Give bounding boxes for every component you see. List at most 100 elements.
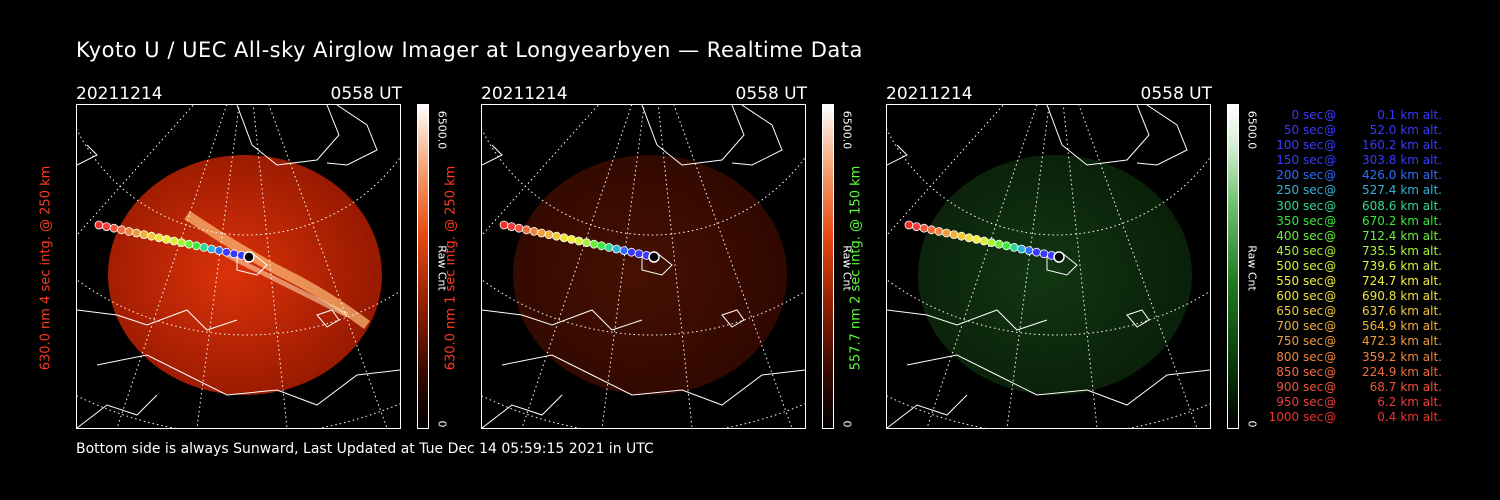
legend-time: 650 sec <box>1276 304 1324 319</box>
legend-unit: km alt. <box>1400 304 1442 319</box>
legend-unit: km alt. <box>1400 243 1442 258</box>
legend-alt: 303.8 <box>1361 153 1397 168</box>
trajectory-point <box>507 222 516 231</box>
trajectory-point <box>634 249 644 259</box>
legend-unit: km alt. <box>1400 168 1442 183</box>
legend-time: 450 sec <box>1276 243 1324 258</box>
trajectory-point <box>177 238 186 248</box>
legend-time: 700 sec <box>1276 319 1324 334</box>
trajectory-point <box>124 227 134 236</box>
legend-alt: 608.6 <box>1361 198 1397 213</box>
legend-alt: 735.5 <box>1361 243 1397 258</box>
legend-at: @ <box>1324 243 1337 258</box>
trajectory-point <box>139 230 149 240</box>
trajectory-point <box>229 249 239 259</box>
legend-at: @ <box>1324 153 1337 168</box>
legend-time: 250 sec <box>1276 183 1324 198</box>
legend-unit: km alt. <box>1400 213 1442 228</box>
legend-at: @ <box>1324 183 1337 198</box>
legend-unit: km alt. <box>1400 138 1442 153</box>
legend-at: @ <box>1324 289 1337 304</box>
legend-unit: km alt. <box>1400 289 1442 304</box>
panel-date: 20211214 <box>481 84 568 104</box>
legend-unit: km alt. <box>1400 274 1442 289</box>
trajectory-legend: 0 sec @ 0.1 km alt. 50 sec @ 52.0 km alt… <box>1262 108 1442 425</box>
legend-alt: 739.6 <box>1361 258 1397 273</box>
colorbar <box>822 104 834 429</box>
panel-date: 20211214 <box>886 84 973 104</box>
launch-site-marker <box>648 251 660 263</box>
legend-alt: 472.3 <box>1361 334 1397 349</box>
legend-unit: km alt. <box>1400 228 1442 243</box>
trajectory-point <box>117 225 126 235</box>
trajectory-point <box>1002 241 1011 251</box>
legend-time: 0 sec <box>1291 108 1324 122</box>
legend-row: 950 sec @ 6.2 km alt. <box>1262 395 1442 410</box>
coastlines <box>887 105 1210 428</box>
aurora-arc <box>225 252 349 318</box>
colorbar <box>1227 104 1239 429</box>
trajectory-point <box>574 236 584 246</box>
legend-time: 900 sec <box>1276 379 1324 394</box>
legend-unit: km alt. <box>1400 123 1442 138</box>
imager-panel-2: 20211214 0558 UT <box>444 84 881 434</box>
trajectory-point <box>94 220 104 230</box>
legend-alt: 670.2 <box>1361 213 1397 228</box>
legend-at: @ <box>1324 319 1337 334</box>
legend-row: 800 sec @ 359.2 km alt. <box>1262 350 1442 365</box>
legend-row: 1000 sec @ 0.4 km alt. <box>1262 410 1442 425</box>
trajectory-point <box>544 230 554 240</box>
legend-alt: 52.0 <box>1369 123 1397 138</box>
legend-alt: 690.8 <box>1361 289 1397 304</box>
legend-unit: km alt. <box>1400 198 1442 213</box>
imager-panel-3: 20211214 0558 UT <box>849 84 1286 434</box>
legend-time: 800 sec <box>1276 349 1324 364</box>
legend-at: @ <box>1324 334 1337 349</box>
legend-at: @ <box>1324 138 1337 153</box>
legend-row: 100 sec @ 160.2 km alt. <box>1262 138 1442 153</box>
legend-alt: 426.0 <box>1361 168 1397 183</box>
legend-unit: km alt. <box>1400 153 1442 168</box>
legend-row: 600 sec @ 690.8 km alt. <box>1262 289 1442 304</box>
legend-time: 1000 sec <box>1268 409 1324 424</box>
legend-unit: km alt. <box>1400 183 1442 198</box>
trajectory-point <box>1039 249 1049 259</box>
legend-row: 250 sec @ 527.4 km alt. <box>1262 183 1442 198</box>
legend-alt: 68.7 <box>1369 379 1397 394</box>
trajectory-point <box>1024 246 1034 256</box>
legend-row: 200 sec @ 426.0 km alt. <box>1262 168 1442 183</box>
sky-disk <box>513 155 787 395</box>
legend-row: 0 sec @ 0.1 km alt. <box>1262 108 1442 123</box>
page-title: Kyoto U / UEC All-sky Airglow Imager at … <box>76 38 863 62</box>
legend-time: 400 sec <box>1276 228 1324 243</box>
legend-row: 850 sec @ 224.9 km alt. <box>1262 365 1442 380</box>
legend-row: 150 sec @ 303.8 km alt. <box>1262 153 1442 168</box>
legend-at: @ <box>1324 379 1337 394</box>
legend-row: 750 sec @ 472.3 km alt. <box>1262 334 1442 349</box>
trajectory-point <box>1032 247 1041 257</box>
legend-unit: km alt. <box>1400 349 1442 364</box>
launch-site-marker <box>1053 251 1065 263</box>
legend-time: 350 sec <box>1276 213 1324 228</box>
trajectory-point <box>912 222 921 231</box>
legend-row: 50 sec @ 52.0 km alt. <box>1262 123 1442 138</box>
trajectory-point <box>619 246 629 256</box>
sky-disk <box>918 155 1192 395</box>
legend-at: @ <box>1324 364 1337 379</box>
legend-unit: km alt. <box>1400 258 1442 273</box>
legend-at: @ <box>1324 213 1337 228</box>
legend-alt: 527.4 <box>1361 183 1397 198</box>
legend-unit: km alt. <box>1400 394 1442 409</box>
imager-panel-1: 20211214 0558 UT <box>39 84 476 434</box>
aurora-arc <box>184 210 370 330</box>
trajectory-point <box>1017 244 1026 254</box>
trajectory-point <box>927 225 936 235</box>
trajectory-point <box>904 220 914 230</box>
legend-alt: 637.6 <box>1361 304 1397 319</box>
trajectory-point <box>214 246 224 256</box>
legend-alt: 6.2 <box>1377 394 1397 409</box>
trajectory-point <box>1009 242 1019 252</box>
legend-alt: 224.9 <box>1361 364 1397 379</box>
legend-row: 500 sec @ 739.6 km alt. <box>1262 259 1442 274</box>
trajectory-point <box>537 228 546 238</box>
